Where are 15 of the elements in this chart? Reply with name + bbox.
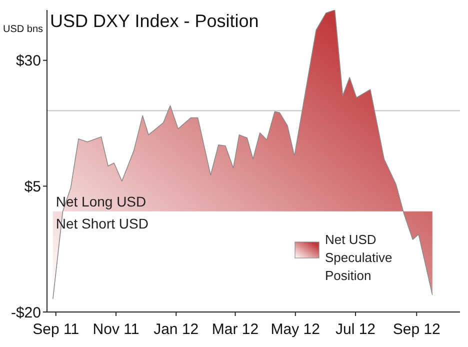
x-tick-label: Sep 12 [392, 321, 440, 338]
x-tick-label: Sep 11 [32, 321, 80, 338]
annotation: Net Short USD [56, 215, 148, 232]
x-tick-label: Jul 12 [336, 321, 376, 338]
y-tick-label: $5 [24, 178, 41, 196]
y-tick-label: -$20 [10, 304, 41, 322]
chart-title: USD DXY Index - Position [50, 11, 259, 31]
x-tick-label: Mar 12 [212, 321, 259, 338]
x-tick-label: Nov 11 [92, 321, 140, 338]
x-tick-label: May 12 [270, 321, 320, 338]
annotation: Net Long USD [56, 193, 146, 210]
y-tick-label: $30 [16, 52, 41, 70]
legend-label: Net USD Speculative Position [325, 232, 392, 283]
x-tick-label: Jan 12 [154, 321, 199, 338]
y-axis-title: USD bns [2, 24, 43, 35]
